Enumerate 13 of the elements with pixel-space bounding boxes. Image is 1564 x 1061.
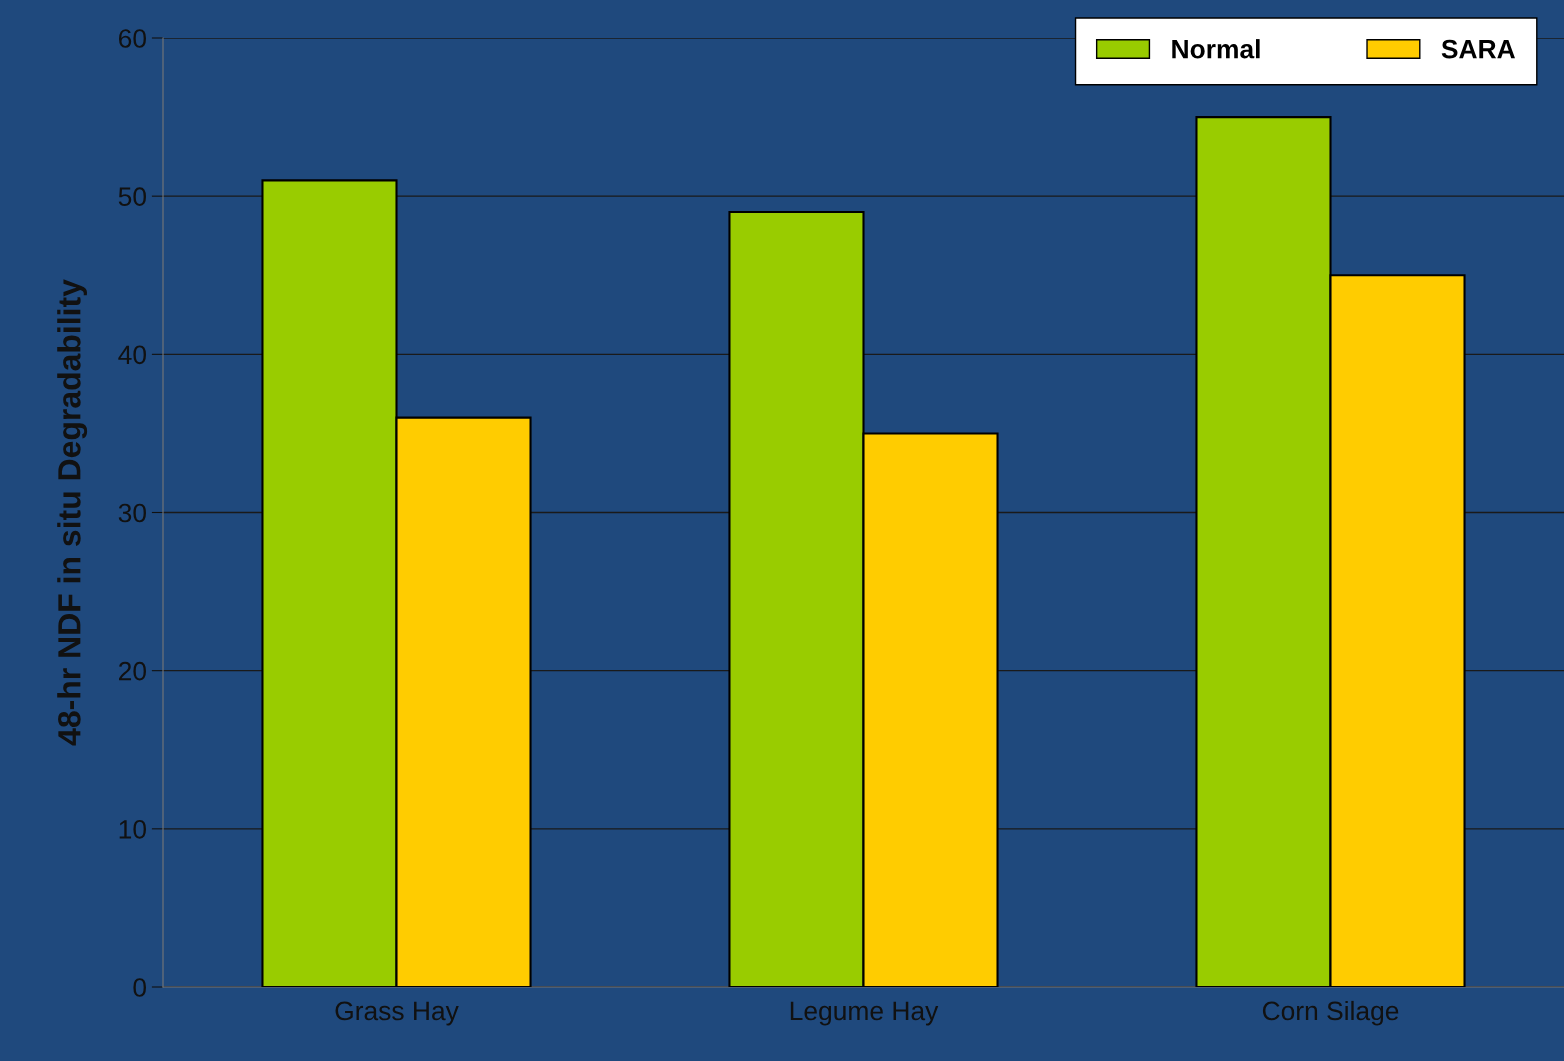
legend-label: Normal: [1172, 39, 1260, 59]
y-tick-label: 60: [119, 29, 146, 48]
y-tick-label: 0: [133, 978, 146, 997]
y-tick-label: 50: [118, 187, 146, 206]
y-tick-label: 30: [118, 503, 146, 523]
y-axis-title: 48-hr NDF in situ Degradability: [57, 279, 88, 746]
y-tick-label: 10: [119, 819, 146, 839]
legend-label: SARA: [1441, 39, 1515, 59]
x-tick-label: Legume Hay: [790, 1001, 939, 1026]
x-tick-label: Corn Silage: [1262, 1000, 1399, 1026]
y-tick-label: 20: [119, 661, 146, 681]
x-tick-label: Grass Hay: [335, 1001, 459, 1026]
y-tick-label: 40: [118, 345, 146, 365]
